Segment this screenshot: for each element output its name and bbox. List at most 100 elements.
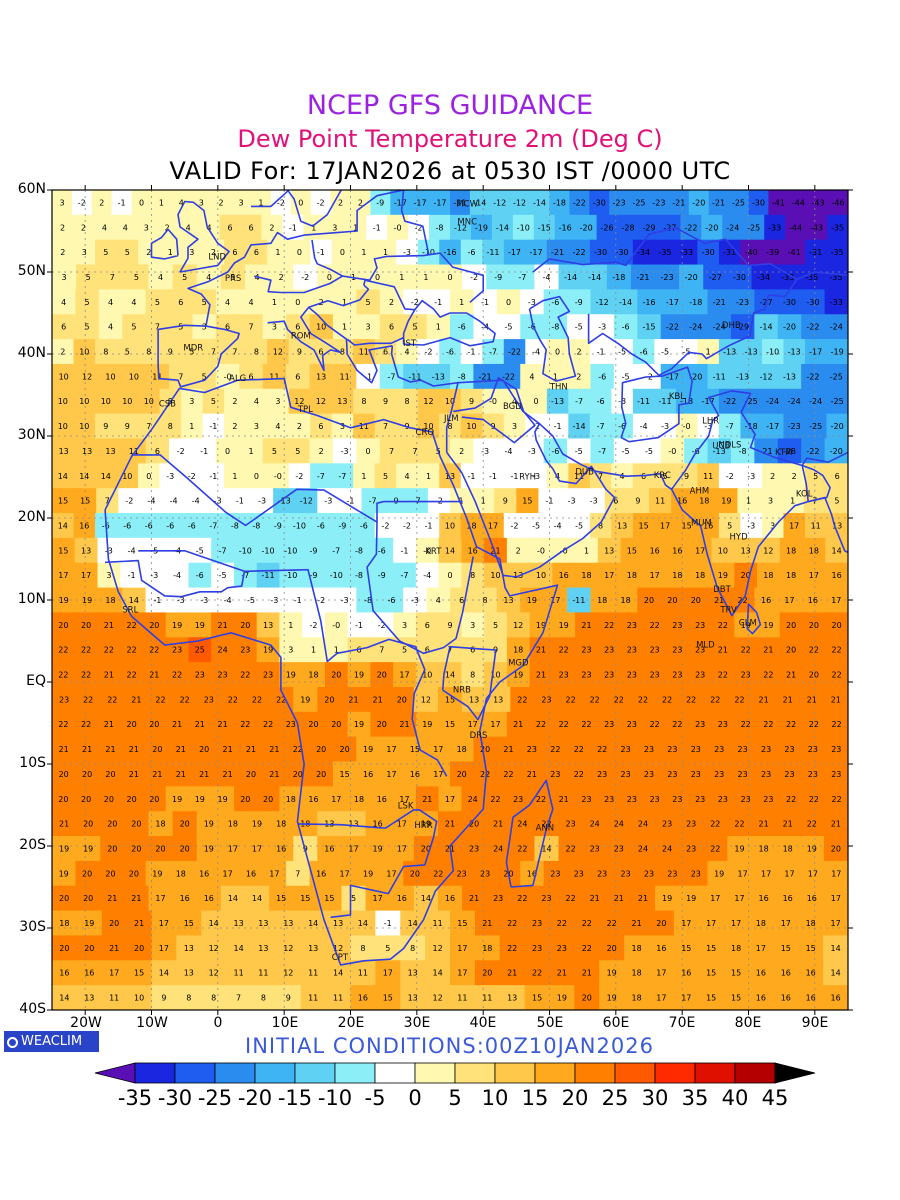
field-cell [707, 860, 732, 887]
station-value: 17 [155, 894, 165, 903]
station-value: -1 [401, 546, 409, 555]
station-label: UCB [712, 441, 730, 451]
field-cell [496, 736, 522, 763]
station-value: 13 [184, 969, 194, 978]
lat-label: 30S [19, 919, 46, 935]
station-value: 15 [134, 969, 144, 978]
station-value: 20 [667, 596, 677, 605]
weaclim-logo[interactable]: WEACLIM [4, 1031, 99, 1052]
field-cell [148, 811, 174, 837]
station-value: -22 [723, 397, 736, 406]
station-value: 5 [351, 894, 356, 903]
station-value: 20 [127, 720, 137, 729]
station-value: -30 [733, 273, 746, 282]
station-value: 24 [218, 646, 228, 655]
field-cell [643, 612, 667, 639]
station-label: KBL [669, 392, 685, 402]
field-cell [703, 264, 729, 291]
field-cell [138, 339, 161, 365]
field-cell [671, 488, 695, 514]
station-value: -33 [680, 248, 693, 257]
field-cell [693, 488, 717, 514]
field-cell [582, 836, 608, 862]
station-value: 22 [83, 695, 93, 704]
station-value: 17 [159, 944, 169, 953]
station-value: 21 [582, 969, 592, 978]
station-value: -8 [355, 546, 363, 555]
station-value: -22 [573, 198, 586, 207]
station-value: 2 [770, 472, 775, 481]
field-cell [777, 736, 802, 763]
station-value: 9 [161, 994, 166, 1003]
colorbar-label: 10 [481, 1086, 509, 1110]
field-cell [558, 885, 584, 912]
field-cell [567, 314, 592, 340]
field-cell [506, 662, 531, 688]
field-cell [698, 935, 725, 962]
field-cell [188, 662, 212, 688]
station-label: ALG [229, 374, 246, 384]
field-cell [309, 438, 334, 465]
station-value: 21 [759, 820, 769, 829]
station-value: 10 [445, 522, 455, 531]
field-cell [324, 662, 349, 688]
field-cell [145, 761, 170, 788]
station-value: -7 [489, 348, 497, 357]
station-value: 8 [360, 944, 365, 953]
field-cell [403, 761, 428, 788]
station-value: 3 [59, 198, 64, 207]
station-value: 11 [433, 919, 443, 928]
station-value: 3 [272, 323, 277, 332]
field-cell [666, 537, 690, 564]
field-cell [534, 885, 560, 912]
field-cell [823, 910, 848, 937]
field-cell [613, 289, 639, 316]
field-cell [751, 811, 777, 837]
station-value: 4 [275, 422, 280, 431]
field-cell [589, 190, 610, 216]
station-value: 17 [340, 869, 350, 878]
field-cell [275, 935, 302, 962]
station-value: 23 [550, 869, 560, 878]
station-value: -21 [636, 273, 649, 282]
field-cell [324, 214, 347, 241]
station-value: -2 [301, 273, 309, 282]
field-cell [589, 339, 613, 365]
station-value: 7 [295, 869, 300, 878]
station-value: -6 [468, 248, 476, 257]
station-value: 1 [248, 447, 253, 456]
station-value: 22 [566, 695, 576, 704]
field-cell [496, 314, 522, 340]
field-cell [474, 960, 501, 986]
station-value: 22 [252, 695, 262, 704]
field-cell [461, 786, 485, 813]
station-value: 21 [105, 745, 115, 754]
station-value: 23 [550, 770, 560, 779]
field-cell [590, 314, 615, 340]
field-cell [201, 910, 227, 937]
field-cell [302, 662, 326, 688]
field-cell [529, 537, 554, 564]
station-value: 20 [831, 845, 841, 854]
field-cell [95, 413, 118, 440]
field-cell [332, 860, 358, 887]
field-cell [244, 885, 270, 912]
station-value: 20 [656, 919, 666, 928]
station-value: -4 [192, 497, 200, 506]
station-value: 21 [82, 745, 92, 754]
field-cell [722, 214, 745, 241]
station-value: -12 [760, 372, 773, 381]
field-cell [389, 811, 415, 837]
station-value: -23 [788, 422, 801, 431]
station-value: 18 [632, 969, 642, 978]
station-value: 0 [375, 273, 380, 282]
field-cell [799, 811, 825, 837]
station-value: 15 [639, 522, 649, 531]
field-cell [172, 885, 198, 912]
colorbar-label: -30 [157, 1086, 193, 1110]
lon-label: 30E [403, 1015, 431, 1031]
station-value: 20 [457, 770, 467, 779]
station-value: 19 [195, 621, 205, 630]
station-value: -33 [768, 223, 781, 232]
field-cell [718, 339, 742, 365]
